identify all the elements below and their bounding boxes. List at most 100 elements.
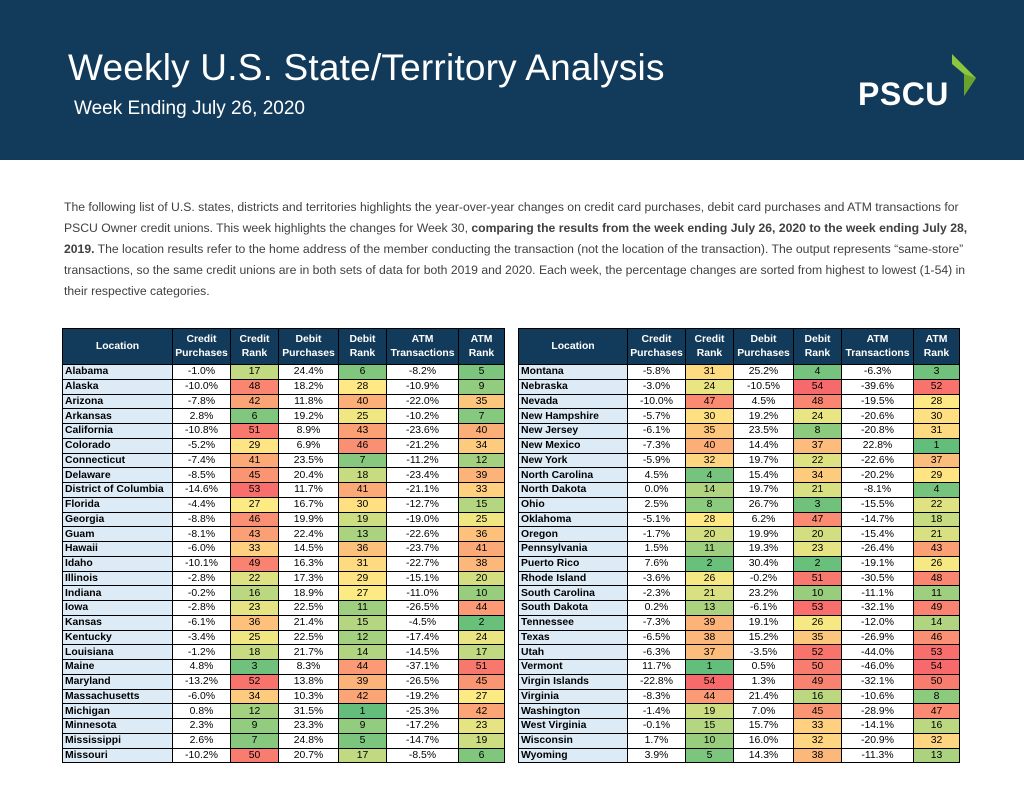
location-cell: Kentucky: [62, 629, 173, 646]
debit-purchases-cell: 17.3%: [278, 570, 339, 587]
debit-purchases-cell: 6.2%: [733, 511, 794, 528]
debit-rank-cell: 2: [793, 555, 842, 572]
atm-transactions-cell: -22.6%: [841, 452, 914, 469]
atm-rank-cell: 9: [458, 378, 505, 395]
debit-rank-cell: 1: [338, 703, 387, 719]
debit-purchases-cell: 19.9%: [733, 526, 794, 542]
col-header-atm-transactions: ATM Transactions: [841, 328, 914, 365]
col-header-credit-purchases: Credit Purchases: [627, 328, 686, 365]
atm-rank-cell: 11: [913, 585, 960, 601]
location-cell: Pennsylvania: [518, 541, 628, 557]
table-row: Guam -8.1% 43 22.4% 13 -22.6% 36: [62, 526, 505, 542]
table-row: Pennsylvania 1.5% 11 19.3% 23 -26.4% 43: [518, 541, 960, 557]
credit-purchases-cell: 2.8%: [172, 408, 231, 424]
debit-purchases-cell: 19.1%: [733, 614, 794, 631]
debit-rank-cell: 48: [793, 393, 842, 410]
debit-rank-cell: 20: [793, 526, 842, 542]
atm-transactions-cell: -44.0%: [841, 644, 914, 660]
credit-purchases-cell: -1.7%: [627, 526, 686, 542]
page-subtitle: Week Ending July 26, 2020: [74, 98, 305, 119]
location-cell: Arkansas: [62, 408, 173, 424]
credit-purchases-cell: 7.6%: [627, 555, 686, 572]
debit-rank-cell: 5: [338, 732, 387, 749]
debit-rank-cell: 42: [338, 688, 387, 705]
credit-purchases-cell: -6.5%: [627, 629, 686, 646]
debit-rank-cell: 38: [793, 747, 842, 764]
credit-purchases-cell: -1.4%: [627, 703, 686, 719]
atm-rank-cell: 15: [458, 496, 505, 513]
debit-rank-cell: 45: [793, 703, 842, 719]
atm-transactions-cell: -11.1%: [841, 585, 914, 601]
location-cell: Puerto Rico: [518, 555, 628, 572]
atm-rank-cell: 47: [913, 703, 960, 719]
atm-transactions-cell: -22.7%: [386, 555, 459, 572]
debit-rank-cell: 8: [793, 423, 842, 439]
table-row: California -10.8% 51 8.9% 43 -23.6% 40: [62, 423, 505, 439]
location-cell: Vermont: [518, 659, 628, 675]
debit-rank-cell: 25: [338, 408, 387, 424]
intro-bold-text: comparing the results from the week endi…: [64, 221, 968, 256]
atm-rank-cell: 45: [458, 673, 505, 690]
intro-paragraph: The following list of U.S. states, distr…: [64, 197, 974, 302]
atm-transactions-cell: -8.1%: [841, 482, 914, 498]
location-cell: Illinois: [62, 570, 173, 587]
atm-rank-cell: 3: [913, 364, 960, 380]
credit-rank-cell: 34: [230, 688, 279, 705]
credit-rank-cell: 1: [685, 659, 734, 675]
col-header-debit-rank: Debit Rank: [793, 328, 842, 365]
location-cell: Wisconsin: [518, 732, 628, 749]
credit-rank-cell: 7: [230, 732, 279, 749]
intro-text-2: The location results refer to the home a…: [64, 242, 966, 298]
location-cell: Connecticut: [62, 452, 173, 469]
debit-purchases-cell: 31.5%: [278, 703, 339, 719]
atm-rank-cell: 33: [458, 482, 505, 498]
credit-rank-cell: 9: [230, 718, 279, 734]
credit-rank-cell: 29: [230, 437, 279, 454]
debit-rank-cell: 40: [338, 393, 387, 410]
debit-rank-cell: 26: [793, 614, 842, 631]
location-cell: Indiana: [62, 585, 173, 601]
location-cell: District of Columbia: [62, 482, 173, 498]
col-header-atm-rank: ATM Rank: [913, 328, 960, 365]
debit-purchases-cell: 16.0%: [733, 732, 794, 749]
credit-purchases-cell: 2.6%: [172, 732, 231, 749]
atm-transactions-cell: -15.4%: [841, 526, 914, 542]
table-row: Rhode Island -3.6% 26 -0.2% 51 -30.5% 48: [518, 570, 960, 587]
credit-purchases-cell: -10.2%: [172, 747, 231, 764]
debit-rank-cell: 14: [338, 644, 387, 660]
atm-rank-cell: 6: [458, 747, 505, 764]
table-row: District of Columbia -14.6% 53 11.7% 41 -21.1…: [62, 482, 505, 498]
debit-purchases-cell: 1.3%: [733, 673, 794, 690]
atm-rank-cell: 7: [458, 408, 505, 424]
location-cell: West Virginia: [518, 718, 628, 734]
debit-rank-cell: 46: [338, 437, 387, 454]
debit-rank-cell: 44: [338, 659, 387, 675]
location-cell: Louisiana: [62, 644, 173, 660]
table-row: Idaho -10.1% 49 16.3% 31 -22.7% 38: [62, 555, 505, 572]
debit-rank-cell: 28: [338, 378, 387, 395]
credit-purchases-cell: -4.4%: [172, 496, 231, 513]
debit-purchases-cell: 23.2%: [733, 585, 794, 601]
table-row: Arkansas 2.8% 6 19.2% 25 -10.2% 7: [62, 408, 505, 424]
credit-rank-cell: 44: [685, 688, 734, 705]
table-row: Iowa -2.8% 23 22.5% 11 -26.5% 44: [62, 600, 505, 616]
atm-transactions-cell: -30.5%: [841, 570, 914, 587]
location-cell: Kansas: [62, 614, 173, 631]
location-cell: Tennessee: [518, 614, 628, 631]
atm-transactions-cell: -21.1%: [386, 482, 459, 498]
credit-purchases-cell: -7.3%: [627, 437, 686, 454]
debit-purchases-cell: 22.4%: [278, 526, 339, 542]
atm-rank-cell: 30: [913, 408, 960, 424]
credit-rank-cell: 5: [685, 747, 734, 764]
debit-rank-cell: 37: [793, 437, 842, 454]
atm-transactions-cell: -10.2%: [386, 408, 459, 424]
table-row: Vermont 11.7% 1 0.5% 50 -46.0% 54: [518, 659, 960, 675]
location-cell: Hawaii: [62, 541, 173, 557]
table-row: Oregon -1.7% 20 19.9% 20 -15.4% 21: [518, 526, 960, 542]
debit-purchases-cell: 6.9%: [278, 437, 339, 454]
col-header-atm-rank: ATM Rank: [458, 328, 505, 365]
table-row: Maine 4.8% 3 8.3% 44 -37.1% 51: [62, 659, 505, 675]
table-row: Hawaii -6.0% 33 14.5% 36 -23.7% 41: [62, 541, 505, 557]
debit-rank-cell: 18: [338, 467, 387, 483]
atm-rank-cell: 8: [913, 688, 960, 705]
